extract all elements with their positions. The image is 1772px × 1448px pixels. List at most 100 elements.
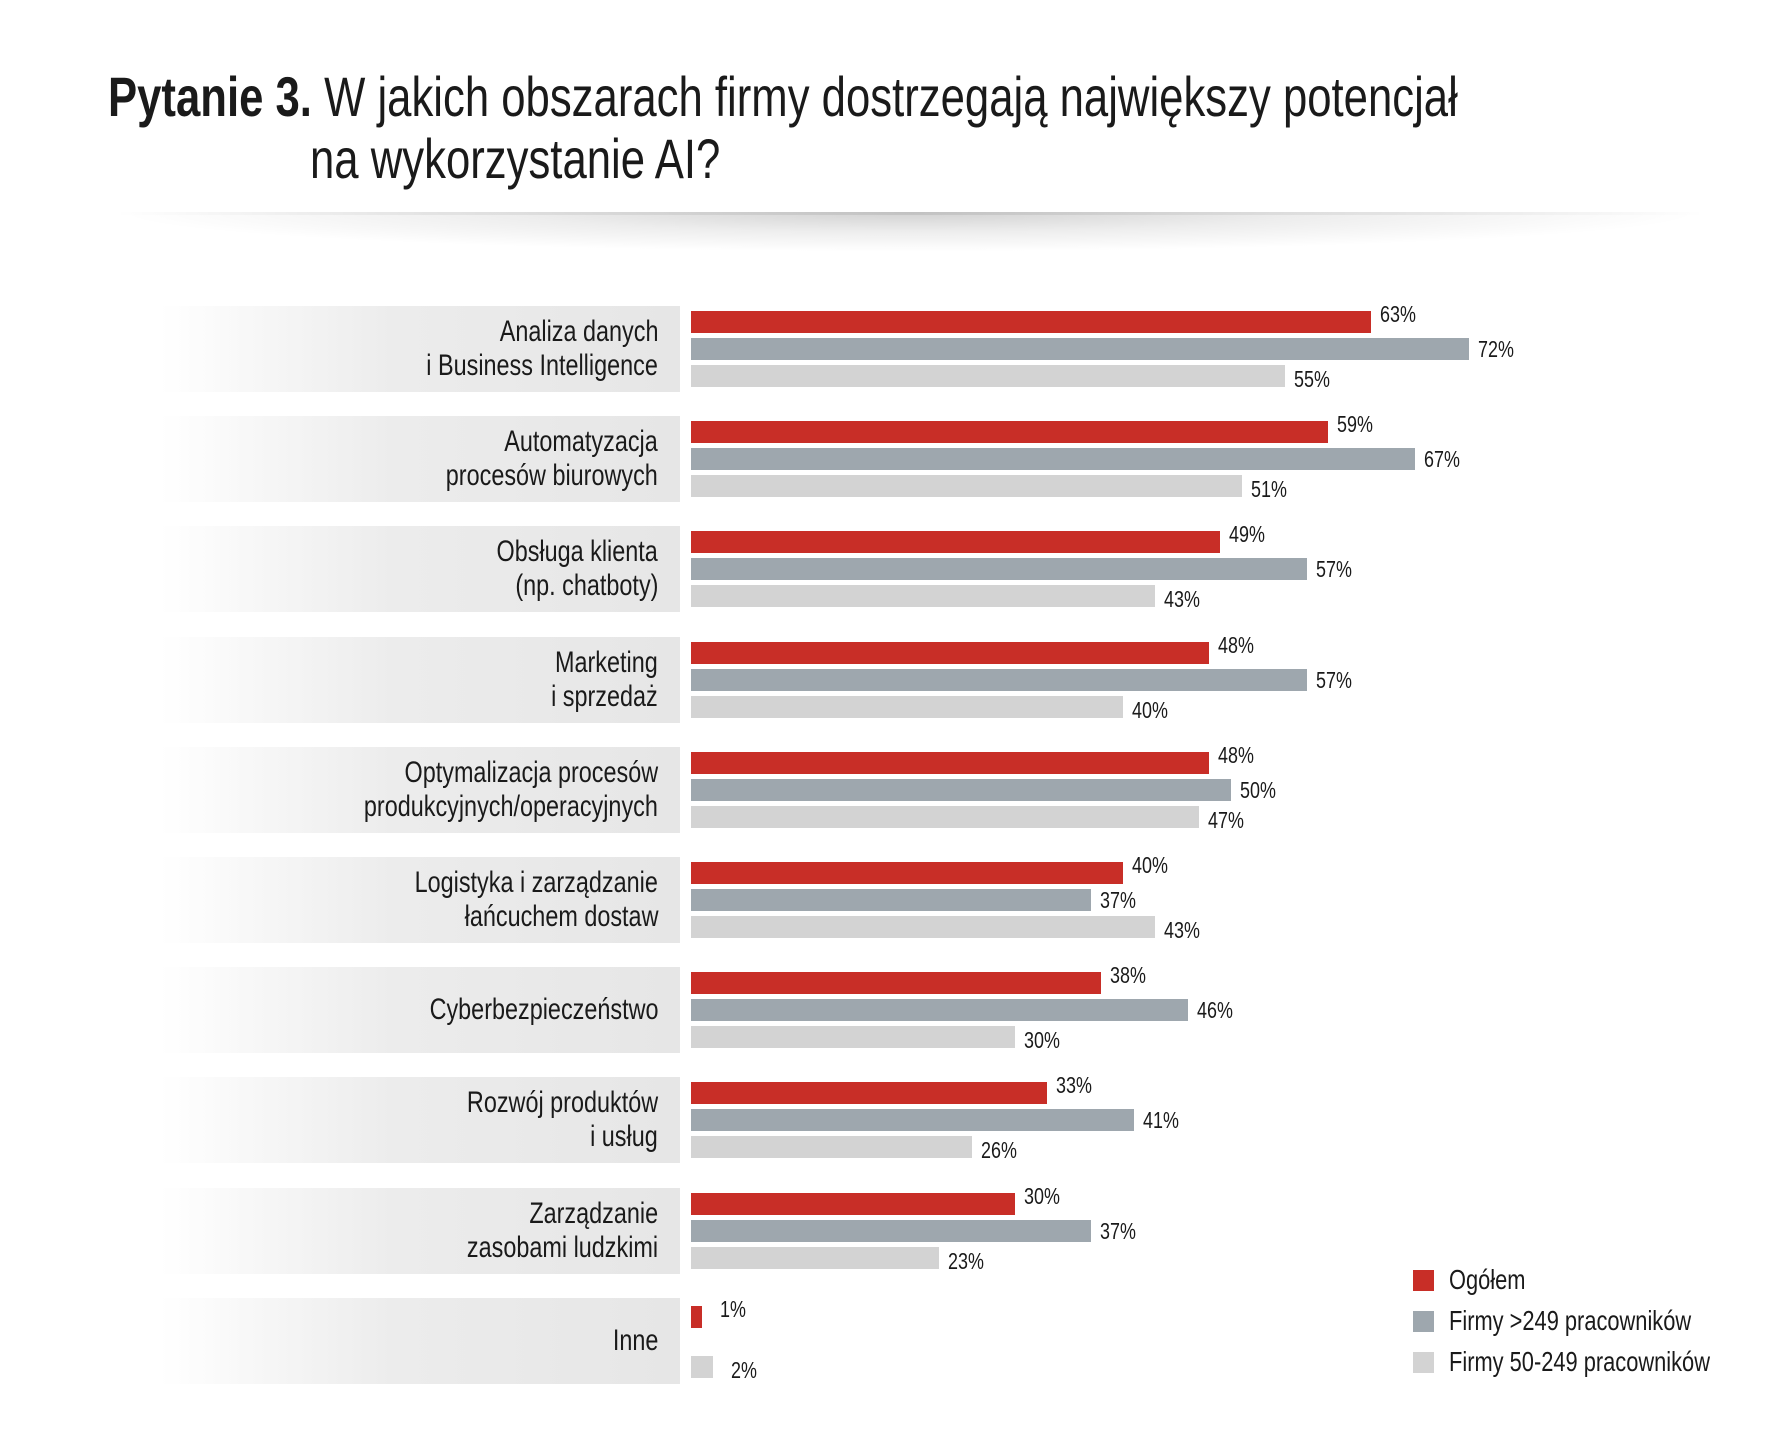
bar-medium [691, 1136, 972, 1159]
legend-swatch-medium [1413, 1352, 1434, 1373]
bar-ogolem [691, 311, 1372, 333]
category-label-line: Automatyzacja [504, 425, 658, 459]
category-label-box: Obsługa klienta (np. chatboty) [160, 526, 680, 613]
bar-medium [691, 1355, 713, 1378]
data-label: 23% [948, 1249, 994, 1273]
data-label: 51% [1251, 477, 1297, 501]
data-label: 37% [1100, 1219, 1146, 1243]
category-label: Optymalizacja procesów produkcyjnych/oper… [281, 747, 658, 833]
data-label-text: 43% [1164, 586, 1201, 613]
data-label: 47% [1208, 808, 1254, 832]
bar-ogolem [691, 1082, 1048, 1105]
data-label: 26% [981, 1138, 1027, 1162]
data-label: 37% [1100, 888, 1146, 912]
title-line-1: Pytanie 3. W jakich obszarach firmy dost… [108, 66, 1458, 128]
category-label-line: i sprzedaż [551, 679, 658, 713]
legend-label: Ogółem [1449, 1264, 1526, 1295]
category-label: Obsługa klienta (np. chatboty) [451, 526, 658, 612]
category-label-line: Optymalizacja procesów [404, 755, 658, 789]
data-label: 48% [1218, 633, 1264, 657]
data-label: 38% [1110, 963, 1156, 987]
data-label: 48% [1218, 743, 1264, 767]
data-label-text: 40% [1132, 696, 1168, 723]
data-label: 72% [1478, 337, 1524, 361]
data-label: 40% [1132, 698, 1178, 722]
question-text: W jakich obszarach firmy dostrzegają naj… [324, 65, 1458, 128]
bar-ogolem [691, 862, 1123, 884]
data-label: 40% [1132, 853, 1178, 877]
bar-medium [691, 365, 1285, 387]
category-label: Marketing i sprzedaż [521, 637, 658, 723]
data-label-text: 67% [1423, 446, 1460, 473]
data-label-text: 37% [1099, 1217, 1136, 1244]
data-label: 30% [1024, 1028, 1070, 1052]
legend-label: Firmy >249 pracowników [1449, 1305, 1692, 1336]
data-label-text: 63% [1380, 301, 1417, 327]
bar-large [691, 448, 1415, 471]
data-label: 55% [1294, 367, 1340, 391]
data-label-text: 38% [1110, 962, 1147, 989]
bar-ogolem [691, 531, 1221, 554]
bar-ogolem [691, 972, 1102, 995]
category-label: Inne [600, 1298, 658, 1384]
category-label-box: Cyberbezpieczeństwo [160, 967, 680, 1054]
data-label-text: 43% [1164, 917, 1201, 943]
category-label-line: i usług [590, 1120, 658, 1154]
category-label: Rozwój produktów i usług [413, 1077, 658, 1163]
title-line-2: na wykorzystanie AI? [310, 127, 721, 190]
bar-large [691, 1109, 1134, 1132]
data-label-text: 51% [1250, 476, 1287, 503]
data-label-text: 48% [1218, 741, 1255, 768]
data-label: 1% [720, 1297, 753, 1321]
data-label-text: 26% [980, 1137, 1017, 1164]
category-label-line: (np. chatboty) [514, 569, 658, 603]
bar-large [691, 889, 1091, 911]
category-label-line: Rozwój produktów [466, 1086, 658, 1120]
data-label: 30% [1024, 1184, 1070, 1208]
category-label-line: procesów biurowych [445, 459, 658, 493]
legend-label: Firmy 50-249 pracowników [1449, 1346, 1710, 1377]
category-label-line: Inne [612, 1323, 658, 1357]
bar-medium [691, 805, 1199, 828]
category-label-line: Analiza danych [499, 315, 658, 348]
bar-large [691, 338, 1469, 360]
category-label-box: Marketing i sprzedaż [160, 636, 680, 723]
category-label-box: Inne [160, 1297, 680, 1384]
data-label: 59% [1337, 412, 1383, 436]
data-label: 43% [1164, 587, 1210, 611]
data-label-text: 30% [1024, 1027, 1060, 1054]
category-label-line: produkcyjnych/operacyjnych [364, 789, 658, 823]
data-label: 57% [1316, 668, 1362, 692]
category-label-box: Analiza danych i Business Intelligence [160, 306, 680, 392]
data-label: 50% [1240, 778, 1286, 802]
bar-large [691, 778, 1231, 801]
bar-ogolem [691, 1305, 702, 1328]
category-label-box: Zarządzanie zasobami ludzkimi [160, 1187, 680, 1274]
category-label: Automatyzacja procesów biurowych [386, 416, 658, 502]
title-divider-shadow [110, 212, 1710, 252]
category-label: Zarządzanie zasobami ludzkimi [413, 1188, 658, 1274]
data-label-text: 2% [730, 1356, 757, 1383]
data-label: 57% [1316, 557, 1362, 581]
bar-medium [691, 585, 1156, 608]
category-label-line: Obsługa klienta [496, 535, 658, 569]
data-label-text: 37% [1099, 887, 1136, 913]
bar-ogolem [691, 421, 1329, 444]
data-label-text: 47% [1207, 806, 1244, 833]
data-label-text: 46% [1196, 997, 1233, 1024]
data-label-text: 41% [1142, 1107, 1179, 1134]
data-label-text: 55% [1294, 366, 1330, 392]
category-label: Analiza danych i Business Intelligence [361, 306, 658, 392]
bar-large [691, 558, 1307, 581]
data-label-text: 50% [1240, 776, 1276, 803]
category-label: Logistyka i zarządzanie łańcuchem dostaw [346, 857, 658, 943]
data-label: 63% [1380, 302, 1426, 326]
category-label-box: Automatyzacja procesów biurowych [160, 416, 680, 503]
category-label-box: Rozwój produktów i usług [160, 1077, 680, 1164]
data-label-text: 57% [1315, 556, 1352, 583]
data-label: 2% [731, 1358, 764, 1382]
bar-medium [691, 1246, 940, 1269]
data-label-text: 49% [1229, 521, 1266, 548]
data-label-text: 48% [1218, 631, 1255, 658]
